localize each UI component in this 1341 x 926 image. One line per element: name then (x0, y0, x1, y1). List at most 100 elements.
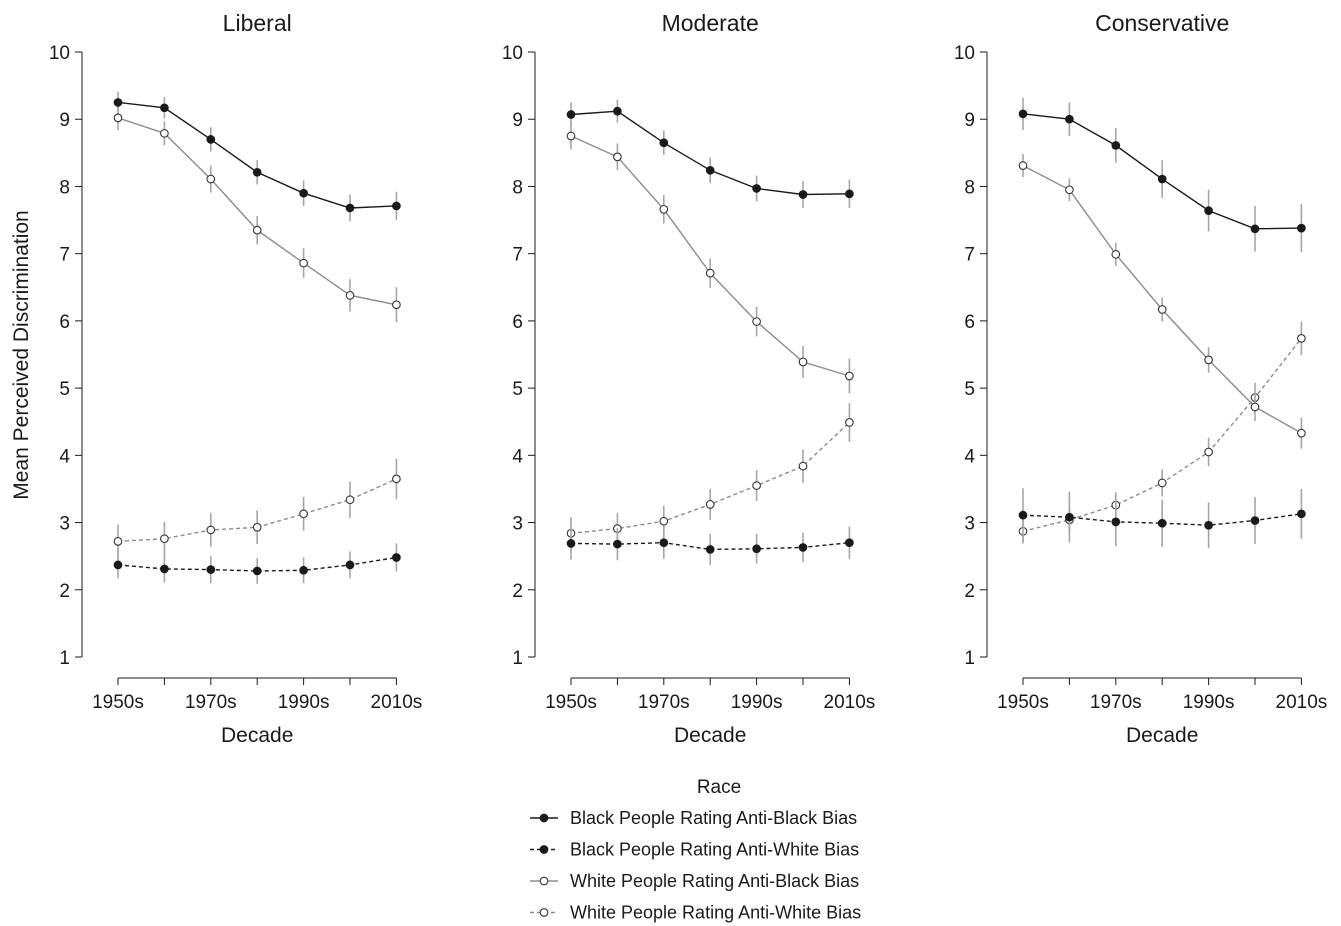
data-point (345, 290, 355, 300)
data-point (845, 371, 854, 381)
data-point (252, 566, 262, 576)
x-tick-label: 1950s (997, 692, 1049, 713)
data-point (1250, 224, 1260, 234)
data-point (1065, 114, 1074, 124)
series-line (117, 117, 397, 306)
legend-entry: White People Rating Anti-Black Bias (530, 871, 859, 891)
data-point (1018, 109, 1028, 119)
data-point (252, 167, 262, 177)
data-point (1157, 174, 1167, 184)
data-point (206, 135, 216, 144)
data-point (392, 474, 401, 484)
series-bb (113, 91, 401, 222)
data-point (160, 564, 169, 574)
x-tick-label: 1990s (1183, 692, 1235, 713)
data-point (845, 538, 854, 548)
data-point (299, 509, 308, 519)
legend-label: Black People Rating Anti-Black Bias (570, 808, 857, 828)
panel-liberal: Liberal 1 2 3 4 5 6 7 8 9 10 1950s 1970s 1990s 2010s De… (49, 10, 422, 747)
data-point (845, 189, 854, 199)
data-point (1018, 510, 1028, 520)
data-point (113, 98, 123, 107)
y-tick-label: 10 (49, 43, 70, 64)
panel-moderate: Moderate 1 2 3 4 5 6 7 8 9 10 1950s 1970s 1990s 2010s D… (502, 10, 875, 747)
data-point (392, 300, 401, 310)
data-point (1297, 428, 1306, 438)
series-bw (1018, 488, 1306, 549)
y-tick-label: 10 (502, 43, 523, 64)
data-point (659, 516, 669, 526)
x-tick-label: 1990s (278, 692, 330, 713)
y-tick-label: 7 (512, 245, 523, 266)
y-tick-label: 6 (59, 312, 70, 333)
y-tick-label: 3 (59, 514, 70, 535)
data-point (392, 201, 401, 211)
x-tick-label: 1950s (92, 692, 144, 713)
y-tick-label: 4 (59, 446, 70, 467)
data-point (299, 258, 308, 268)
series-wb (566, 122, 854, 394)
data-point (1204, 447, 1213, 457)
panel-title: Conservative (1095, 10, 1229, 36)
x-tick-label: 1970s (185, 692, 237, 713)
data-point (752, 184, 761, 193)
data-point (1297, 334, 1306, 343)
series-wb (113, 105, 401, 323)
x-axis-title: Decade (1126, 724, 1198, 747)
y-tick-label: 2 (512, 581, 523, 602)
data-point (1204, 355, 1213, 365)
series-bw (113, 543, 401, 584)
data-point (113, 560, 123, 570)
data-point (299, 565, 308, 575)
data-point (299, 188, 308, 198)
series-wb (1018, 154, 1306, 449)
y-tick-label: 4 (964, 446, 975, 467)
data-point (1111, 141, 1121, 150)
x-axis-title: Decade (221, 724, 293, 747)
y-axis-title: Mean Perceived Discrimination (10, 210, 33, 499)
y-tick-label: 1 (512, 648, 523, 669)
x-axis-title: Decade (674, 724, 746, 747)
y-tick-label: 9 (59, 110, 70, 131)
data-point (1297, 509, 1306, 519)
data-point (705, 545, 715, 554)
data-point (566, 131, 576, 141)
data-point (252, 225, 262, 235)
y-tick-label: 1 (964, 648, 975, 669)
data-point (113, 113, 123, 123)
data-point (798, 461, 808, 471)
legend-marker (539, 845, 549, 854)
y-tick-label: 8 (512, 177, 523, 198)
data-point (1204, 206, 1213, 215)
y-tick-label: 7 (59, 245, 70, 266)
data-point (206, 174, 216, 184)
panel-title: Liberal (223, 10, 292, 36)
y-tick-label: 6 (512, 312, 523, 333)
y-tick-label: 9 (964, 110, 975, 131)
data-point (566, 539, 576, 548)
y-tick-label: 4 (512, 446, 523, 467)
y-tick-label: 9 (512, 110, 523, 131)
y-tick-label: 10 (954, 43, 975, 64)
y-tick-label: 5 (964, 379, 975, 400)
legend-marker (539, 876, 549, 886)
data-point (705, 165, 715, 175)
series-bw (566, 526, 854, 565)
legend-entry: Black People Rating Anti-Black Bias (530, 808, 857, 828)
y-tick-label: 8 (59, 177, 70, 198)
data-point (1157, 518, 1167, 528)
y-tick-label: 1 (59, 648, 70, 669)
y-tick-label: 3 (512, 514, 523, 535)
data-point (752, 317, 761, 326)
data-point (1204, 520, 1213, 530)
legend-marker (539, 813, 549, 823)
legend-title: Race (697, 777, 741, 798)
y-tick-label: 7 (964, 245, 975, 266)
legend-label: Black People Rating Anti-White Bias (570, 840, 859, 860)
x-tick-label: 1970s (638, 692, 690, 713)
data-point (392, 553, 401, 562)
x-tick-label: 2010s (1276, 692, 1328, 713)
data-point (1018, 161, 1028, 170)
data-point (1297, 223, 1306, 233)
